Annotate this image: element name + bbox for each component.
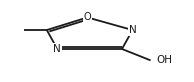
- Text: N: N: [54, 44, 61, 54]
- Text: O: O: [84, 12, 91, 22]
- Text: OH: OH: [157, 55, 172, 65]
- Text: N: N: [129, 25, 136, 35]
